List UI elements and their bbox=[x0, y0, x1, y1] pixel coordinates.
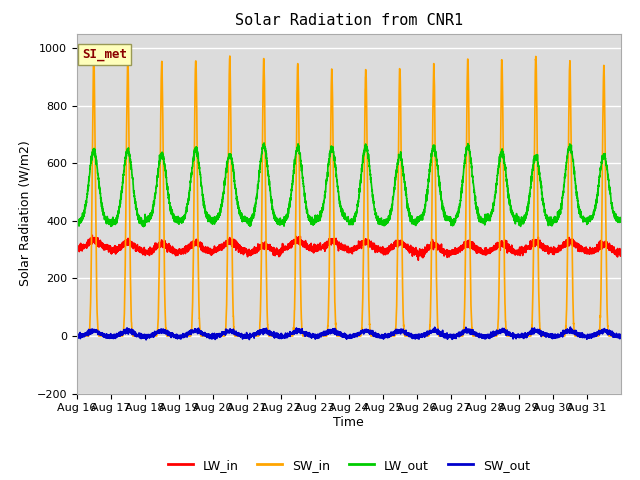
Legend: LW_in, SW_in, LW_out, SW_out: LW_in, SW_in, LW_out, SW_out bbox=[163, 454, 535, 477]
SW_in bbox=[226, 53, 234, 59]
SW_in bbox=[617, 333, 625, 339]
LW_in bbox=[499, 240, 506, 246]
SW_in bbox=[539, 333, 547, 339]
LW_out bbox=[186, 188, 193, 193]
LW_in bbox=[369, 242, 377, 248]
LW_in bbox=[88, 232, 96, 238]
LW_in bbox=[617, 250, 625, 256]
LW_in bbox=[73, 244, 81, 250]
LW_in bbox=[525, 244, 532, 250]
Line: SW_in: SW_in bbox=[77, 56, 621, 336]
SW_in bbox=[498, 58, 506, 63]
LW_in bbox=[398, 242, 406, 248]
Text: SI_met: SI_met bbox=[82, 48, 127, 61]
LW_out bbox=[499, 146, 506, 152]
SW_out bbox=[73, 334, 81, 340]
SW_out bbox=[617, 332, 625, 337]
LW_in bbox=[415, 257, 422, 263]
Line: LW_in: LW_in bbox=[77, 235, 621, 260]
LW_out bbox=[525, 199, 532, 205]
SW_out bbox=[566, 324, 574, 330]
SW_out bbox=[398, 328, 406, 334]
LW_out bbox=[73, 220, 81, 226]
Line: LW_out: LW_out bbox=[77, 143, 621, 227]
LW_out bbox=[369, 197, 377, 203]
Title: Solar Radiation from CNR1: Solar Radiation from CNR1 bbox=[235, 13, 463, 28]
Y-axis label: Solar Radiation (W/m2): Solar Radiation (W/m2) bbox=[18, 141, 31, 287]
SW_out bbox=[498, 328, 506, 334]
SW_in bbox=[186, 333, 193, 339]
LW_out bbox=[398, 160, 406, 166]
SW_in bbox=[73, 333, 81, 339]
LW_out bbox=[617, 218, 625, 224]
Line: SW_out: SW_out bbox=[77, 327, 621, 340]
SW_out bbox=[186, 330, 193, 336]
LW_out bbox=[260, 140, 268, 146]
LW_in bbox=[186, 246, 193, 252]
SW_in bbox=[525, 333, 532, 339]
LW_out bbox=[539, 200, 547, 205]
LW_out bbox=[140, 224, 147, 229]
SW_in bbox=[369, 333, 377, 339]
SW_out bbox=[525, 331, 532, 336]
LW_in bbox=[539, 246, 547, 252]
SW_in bbox=[398, 247, 406, 252]
X-axis label: Time: Time bbox=[333, 416, 364, 429]
SW_out bbox=[539, 330, 547, 336]
SW_out bbox=[369, 330, 377, 336]
SW_out bbox=[142, 337, 150, 343]
